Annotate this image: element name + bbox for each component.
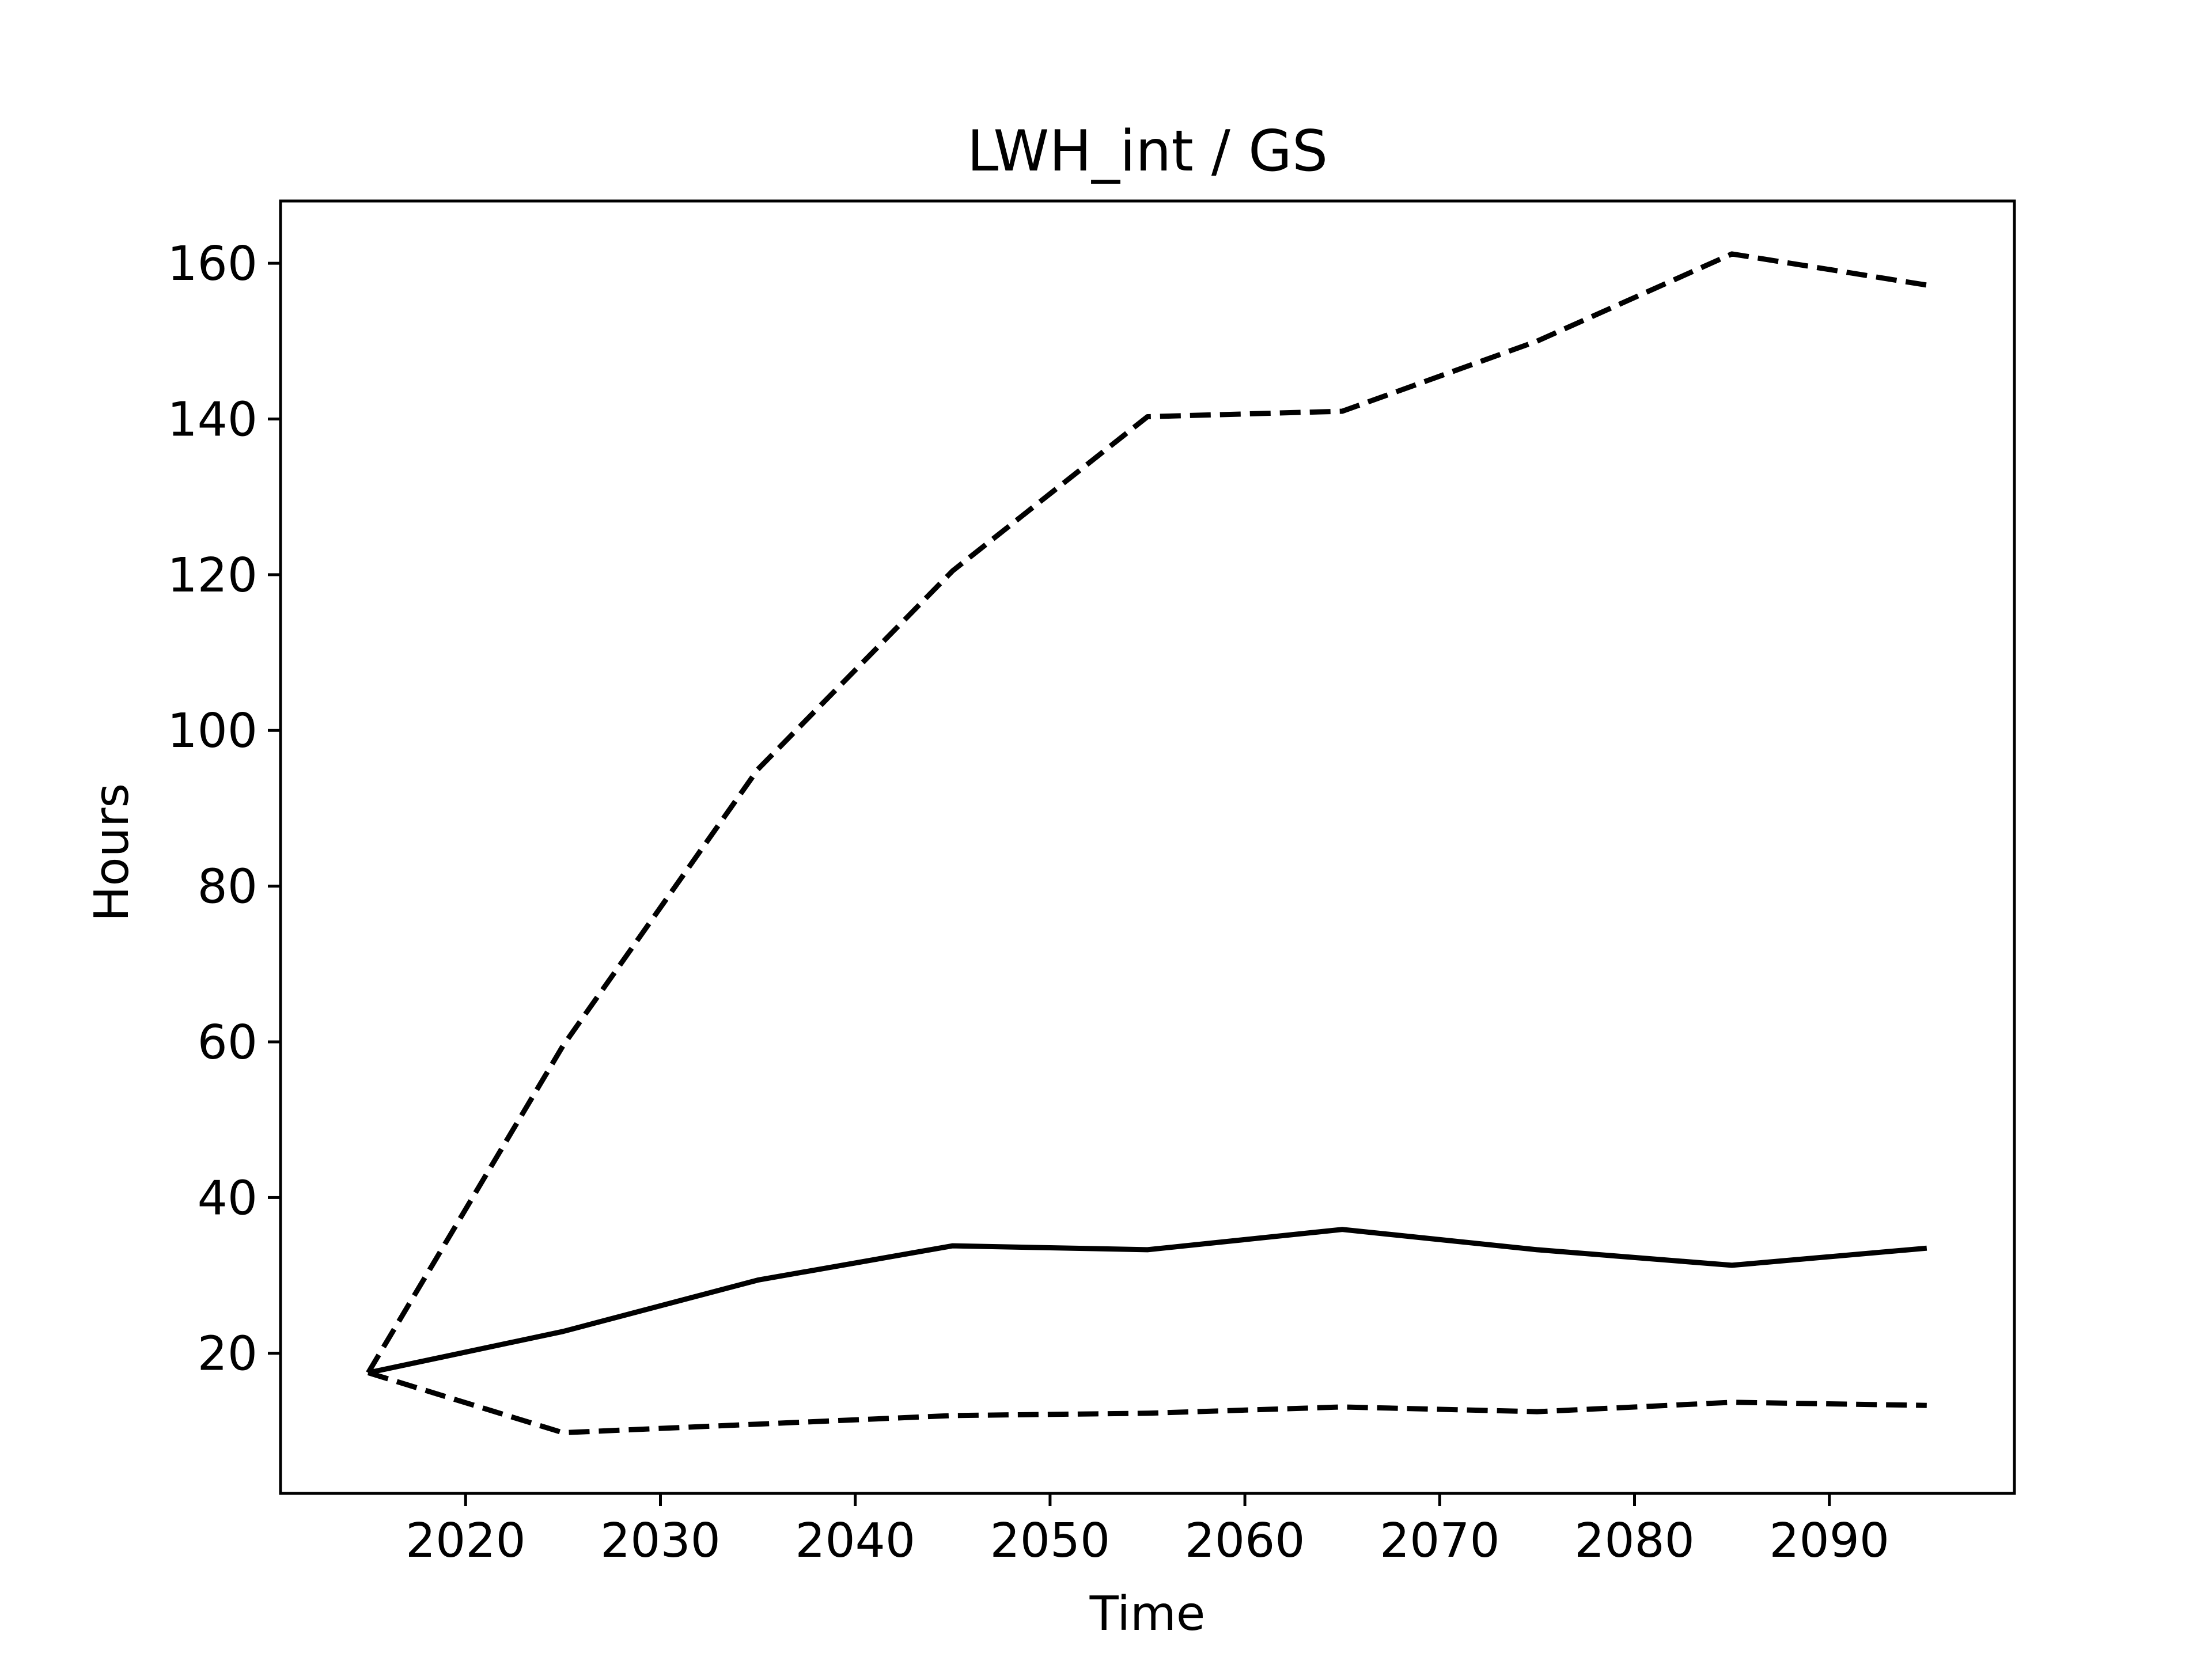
series-line-2 bbox=[366, 251, 1927, 1374]
series-line-1 bbox=[368, 1227, 1927, 1375]
axis-ticks: 2020 2030 2040 2050 2060 2070 2080 209020406080… bbox=[167, 237, 1889, 1568]
y-tick-label: 40 bbox=[198, 1171, 257, 1226]
x-tick-label: 2060 bbox=[1185, 1514, 1305, 1568]
y-tick-label: 120 bbox=[167, 548, 257, 603]
x-tick-label: 2080 bbox=[1574, 1514, 1695, 1568]
series-line-3 bbox=[367, 1370, 1927, 1436]
chart-title: LWH_int / GS bbox=[967, 119, 1328, 184]
x-axis-label: Time bbox=[1089, 1587, 1206, 1641]
y-tick-label: 100 bbox=[167, 704, 257, 759]
x-tick-label: 2040 bbox=[795, 1514, 915, 1568]
y-tick-label: 140 bbox=[167, 393, 257, 448]
y-axis-label: Hours bbox=[85, 783, 139, 921]
x-tick-label: 2030 bbox=[600, 1514, 721, 1568]
x-tick-label: 2020 bbox=[406, 1514, 526, 1568]
x-tick-label: 2070 bbox=[1380, 1514, 1500, 1568]
y-tick-label: 60 bbox=[198, 1015, 257, 1070]
plot-frame bbox=[279, 199, 2016, 1495]
plot-area bbox=[279, 199, 2016, 1495]
y-tick-label: 20 bbox=[198, 1327, 257, 1382]
y-tick-label: 160 bbox=[167, 237, 257, 291]
x-tick-label: 2090 bbox=[1769, 1514, 1889, 1568]
x-tick-label: 2050 bbox=[990, 1514, 1111, 1568]
y-tick-label: 80 bbox=[198, 860, 257, 915]
